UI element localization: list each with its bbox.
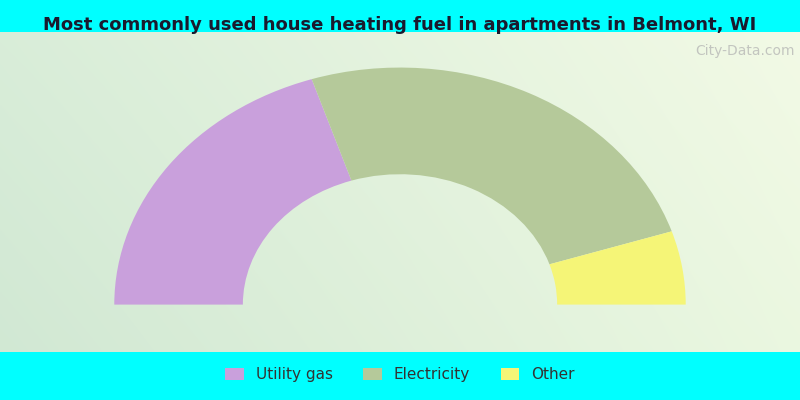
Wedge shape	[114, 79, 351, 304]
Text: Most commonly used house heating fuel in apartments in Belmont, WI: Most commonly used house heating fuel in…	[43, 16, 757, 34]
Wedge shape	[312, 68, 672, 264]
Wedge shape	[550, 231, 686, 304]
Legend: Utility gas, Electricity, Other: Utility gas, Electricity, Other	[219, 361, 581, 388]
Text: City-Data.com: City-Data.com	[694, 44, 794, 58]
